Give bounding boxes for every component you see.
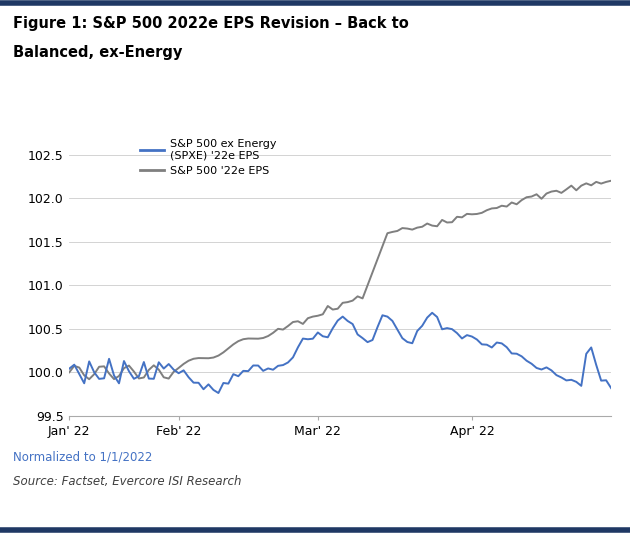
Text: Balanced, ex-Energy: Balanced, ex-Energy bbox=[13, 45, 182, 60]
Text: Normalized to 1/1/2022: Normalized to 1/1/2022 bbox=[13, 450, 152, 463]
Text: Source: Factset, Evercore ISI Research: Source: Factset, Evercore ISI Research bbox=[13, 475, 241, 488]
Legend: S&P 500 ex Energy
(SPXE) '22e EPS, S&P 500 '22e EPS: S&P 500 ex Energy (SPXE) '22e EPS, S&P 5… bbox=[140, 139, 277, 176]
Text: Figure 1: S&P 500 2022e EPS Revision – Back to: Figure 1: S&P 500 2022e EPS Revision – B… bbox=[13, 16, 408, 31]
